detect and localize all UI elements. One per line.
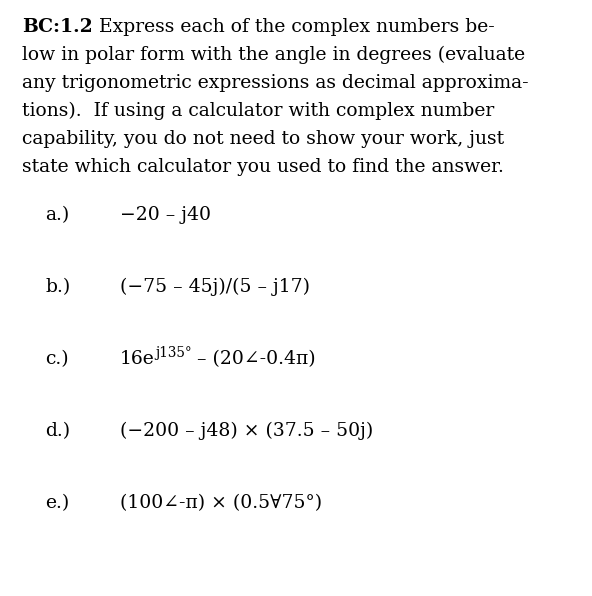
Text: – (20∠-0.4π): – (20∠-0.4π) [191, 350, 316, 368]
Text: BC:1.2: BC:1.2 [22, 18, 92, 36]
Text: (−200 – j48) × (37.5 – 50j): (−200 – j48) × (37.5 – 50j) [120, 422, 373, 440]
Text: Express each of the complex numbers be-: Express each of the complex numbers be- [92, 18, 494, 36]
Text: e.): e.) [45, 494, 69, 512]
Text: a.): a.) [45, 206, 69, 224]
Text: (100∠-π) × (0.5∀75°): (100∠-π) × (0.5∀75°) [120, 494, 322, 512]
Text: b.): b.) [45, 278, 70, 296]
Text: tions).  If using a calculator with complex number: tions). If using a calculator with compl… [22, 102, 494, 120]
Text: any trigonometric expressions as decimal approxima-: any trigonometric expressions as decimal… [22, 74, 529, 92]
Text: d.): d.) [45, 422, 70, 440]
Text: low in polar form with the angle in degrees (evaluate: low in polar form with the angle in degr… [22, 46, 525, 64]
Text: j135°: j135° [155, 346, 191, 360]
Text: 16e: 16e [120, 350, 155, 368]
Text: −20 – j40: −20 – j40 [120, 206, 211, 224]
Text: c.): c.) [45, 350, 69, 368]
Text: state which calculator you used to find the answer.: state which calculator you used to find … [22, 158, 504, 176]
Text: (−75 – 45j)/(5 – j17): (−75 – 45j)/(5 – j17) [120, 278, 310, 296]
Text: capability, you do not need to show your work, just: capability, you do not need to show your… [22, 130, 504, 148]
